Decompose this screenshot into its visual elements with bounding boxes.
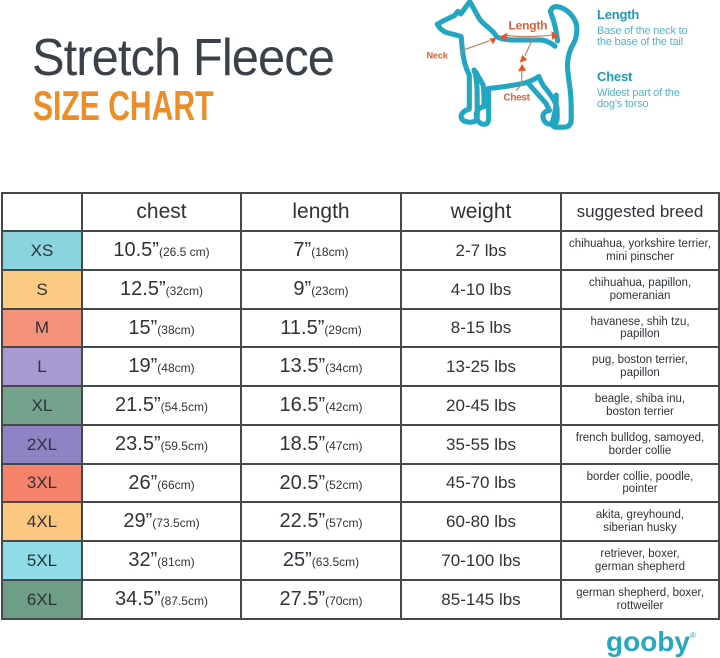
svg-text:Length: Length [509,19,548,33]
svg-text:Chest: Chest [504,93,531,104]
svg-text:Neck: Neck [427,51,449,61]
